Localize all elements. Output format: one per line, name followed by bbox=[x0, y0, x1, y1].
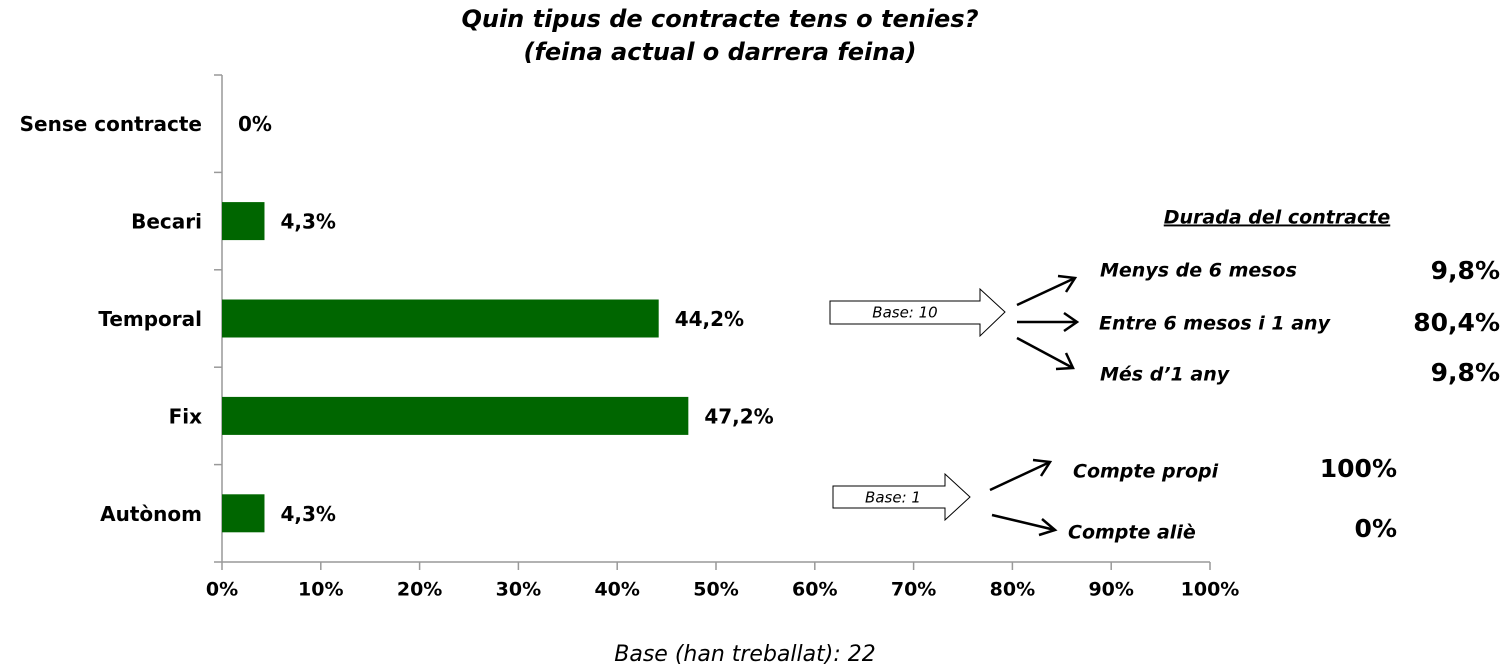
value-label: 4,3% bbox=[280, 502, 335, 526]
y-tick-label: Fix bbox=[169, 404, 203, 428]
breakdown-label: Més d’1 any bbox=[1100, 364, 1231, 386]
bar bbox=[222, 299, 659, 338]
y-tick-label: Autònom bbox=[100, 502, 202, 526]
breakdown-label: Compte aliè bbox=[1068, 522, 1196, 544]
bar bbox=[222, 202, 265, 241]
breakdown-label: Entre 6 mesos i 1 any bbox=[1099, 313, 1332, 335]
block-arrow bbox=[829, 287, 1006, 338]
x-tick-label: 100% bbox=[1181, 579, 1240, 601]
footnote: Base (han treballat): 22 bbox=[614, 642, 875, 667]
x-tick-label: 40% bbox=[594, 579, 639, 601]
value-label: 0% bbox=[238, 112, 272, 136]
breakdown-label: Menys de 6 mesos bbox=[1100, 260, 1297, 282]
chart-subtitle: (feina actual o darrera feina) bbox=[523, 38, 916, 66]
block-arrow bbox=[832, 472, 971, 522]
y-tick-label: Sense contracte bbox=[20, 112, 202, 136]
chart-title: Quin tipus de contracte tens o tenies? bbox=[461, 5, 978, 33]
x-tick-label: 90% bbox=[1088, 579, 1133, 601]
x-tick-label: 0% bbox=[206, 579, 238, 601]
bar bbox=[222, 494, 265, 533]
breakdown-value: 9,8% bbox=[1431, 256, 1500, 285]
x-tick-label: 20% bbox=[397, 579, 442, 601]
breakdown-value: 100% bbox=[1320, 454, 1397, 483]
y-tick-label: Temporal bbox=[98, 307, 202, 331]
base-label: Base: 10 bbox=[872, 304, 937, 322]
x-tick-label: 50% bbox=[693, 579, 738, 601]
breakdown-value: 80,4% bbox=[1413, 308, 1500, 337]
base-label: Base: 1 bbox=[865, 489, 921, 507]
breakdown-value: 9,8% bbox=[1431, 358, 1500, 387]
value-label: 47,2% bbox=[704, 404, 773, 428]
x-tick-label: 30% bbox=[496, 579, 541, 601]
value-label: 4,3% bbox=[280, 210, 335, 234]
x-tick-label: 10% bbox=[298, 579, 343, 601]
breakdown-label: Compte propi bbox=[1073, 461, 1219, 483]
arrows bbox=[989, 458, 1058, 537]
x-tick-label: 60% bbox=[792, 579, 837, 601]
bar bbox=[222, 396, 689, 435]
y-tick-label: Becari bbox=[131, 210, 202, 234]
x-tick-label: 80% bbox=[990, 579, 1035, 601]
breakdown-title: Durada del contracte bbox=[1164, 207, 1391, 229]
arrows bbox=[1016, 274, 1080, 371]
x-tick-label: 70% bbox=[891, 579, 936, 601]
breakdown-value: 0% bbox=[1355, 514, 1397, 543]
value-label: 44,2% bbox=[675, 307, 744, 331]
